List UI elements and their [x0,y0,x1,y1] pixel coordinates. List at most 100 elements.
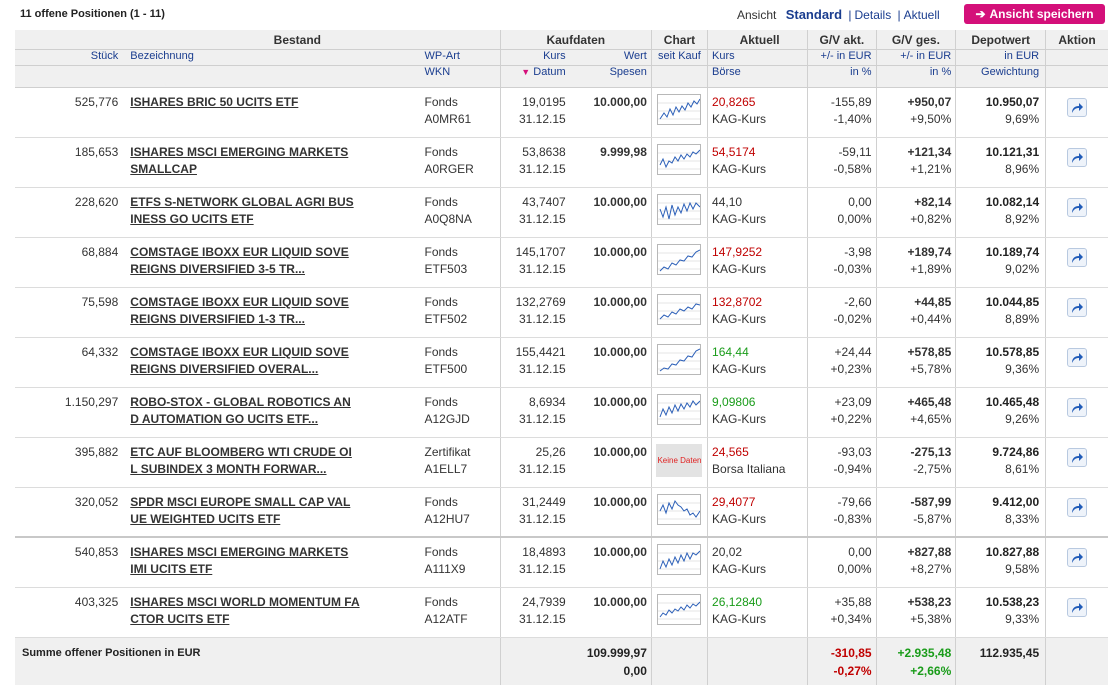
sparkline-chart[interactable] [657,493,702,525]
col-stueck[interactable]: Stück [15,49,125,66]
save-view-button[interactable]: ➔ Ansicht speichern [964,4,1105,24]
position-name-line2: UE WEIGHTED UCITS ETF [130,511,281,526]
cell-gv-ges: +950,07 +9,50% [875,87,956,138]
cell-gvg-pct: +1,21% [910,161,952,176]
position-name-link[interactable]: ISHARES BRIC 50 UCITS ETF [130,94,360,111]
share-action-button[interactable] [1067,597,1088,617]
col-gv-akt-pct[interactable]: in % [807,65,877,88]
cell-kurs: 8,6934 [528,394,566,409]
col-kurs[interactable]: Kurs [499,49,572,66]
cell-wkn: A12GJD [424,411,470,426]
sparkline-chart[interactable] [657,93,702,125]
sparkline-svg [658,98,701,119]
share-action-button[interactable] [1067,548,1088,567]
cell-chart [650,87,708,138]
position-name-link[interactable]: ROBO-STOX - GLOBAL ROBOTICS AN D AUTOMATI… [130,394,360,428]
cell-wert-value: 10.000,00 [593,444,647,459]
col-wp-art[interactable]: WP-Art [420,49,501,66]
position-name-link[interactable]: COMSTAGE IBOXX EUR LIQUID SOVE REIGNS DIV… [130,344,360,378]
sparkline-chart[interactable] [657,243,702,275]
cell-stueck: 1.150,297 [15,387,125,438]
view-aktuell-link[interactable]: Aktuell [903,8,940,22]
cell-gva-eur: +23,09 [834,394,872,409]
cell-gva-pct: -0,03% [833,261,872,276]
col-aktion: Aktion [1045,30,1108,50]
position-name-link[interactable]: ISHARES MSCI EMERGING MARKETS SMALLCAP [130,144,360,178]
cell-gvg-pct: +5,38% [910,611,952,626]
view-details-link[interactable]: Details [854,8,892,22]
position-name-link[interactable]: COMSTAGE IBOXX EUR LIQUID SOVE REIGNS DIV… [130,244,360,278]
sparkline-chart[interactable] [657,343,702,375]
chart-no-data[interactable]: Keine Daten [656,443,703,477]
position-name-link[interactable]: SPDR MSCI EUROPE SMALL CAP VAL UE WEIGHTE… [130,494,360,528]
position-name-link[interactable]: COMSTAGE IBOXX EUR LIQUID SOVE REIGNS DIV… [130,294,360,328]
share-action-button[interactable] [1067,497,1088,517]
position-name-link[interactable]: ISHARES MSCI WORLD MOMENTUM FA CTOR UCITS… [130,594,360,628]
col-datum-label: Datum [533,65,566,78]
cell-kaufkurs: 18,4893 31.12.15 [499,537,572,588]
cell-wert-value: 10.000,00 [593,344,647,359]
cell-kurs: 31,2449 [522,494,566,509]
share-arrow-icon [1072,402,1084,413]
cell-gv-ges: +44,85 +0,44% [875,287,956,338]
share-arrow-icon [1072,102,1084,113]
cell-chart [650,587,708,638]
position-name-link[interactable]: ETFS S-NETWORK GLOBAL AGRI BUS INESS GO U… [130,194,360,228]
col-depotwert: Depotwert [955,30,1046,50]
cell-gewicht: 9,26% [1005,411,1040,426]
cell-gv-akt: -3,98 -0,03% [807,237,877,288]
cell-akt-kurs: 147,9252 [712,244,763,259]
share-action-button[interactable] [1067,147,1088,167]
cell-depotwert: 10.044,85 8,89% [955,287,1046,338]
col-boerse[interactable]: Börse [707,65,808,88]
col-wert[interactable]: Wert [571,49,652,66]
cell-datum: 31.12.15 [518,161,566,176]
position-name-link[interactable]: ETC AUF BLOOMBERG WTI CRUDE OI L SUBINDEX… [130,444,360,478]
col-datum[interactable]: ▼ Datum [499,65,572,88]
view-standard-link[interactable]: Standard [785,7,843,22]
cell-chart [650,287,708,338]
share-action-button[interactable] [1067,297,1088,317]
sparkline-chart[interactable] [657,293,702,325]
cell-depot: 10.538,23 [985,594,1040,609]
share-action-button[interactable] [1067,397,1088,417]
cell-gvg-pct: -5,87% [913,511,952,526]
sparkline-svg [658,249,701,271]
share-action-button[interactable] [1067,197,1088,217]
sparkline-chart[interactable] [657,193,702,225]
col-akt-kurs[interactable]: Kurs [707,49,808,66]
cell-bezeichnung: COMSTAGE IBOXX EUR LIQUID SOVE REIGNS DIV… [124,337,421,388]
col-wkn[interactable]: WKN [420,65,501,88]
table-row: 68,884 COMSTAGE IBOXX EUR LIQUID SOVE REIG… [15,237,1108,288]
col-gv-ges-pct[interactable]: in % [875,65,956,88]
share-action-button[interactable] [1067,347,1088,367]
share-action-button[interactable] [1067,447,1088,467]
cell-bezeichnung: SPDR MSCI EUROPE SMALL CAP VAL UE WEIGHTE… [124,487,421,538]
cell-gewicht: 8,33% [1005,511,1040,526]
sparkline-chart[interactable] [657,143,702,175]
col-depot-eur[interactable]: in EUR [955,49,1046,66]
share-action-button[interactable] [1067,247,1088,267]
col-gv-akt-eur[interactable]: +/- in EUR [807,49,877,66]
col-gv-ges-eur[interactable]: +/- in EUR [875,49,956,66]
col-bezeichnung[interactable]: Bezeichnung [124,49,421,66]
cell-art: Fonds [424,194,458,209]
cell-depotwert: 9.724,86 8,61% [955,437,1046,488]
cell-bezeichnung: ETFS S-NETWORK GLOBAL AGRI BUS INESS GO U… [124,187,421,238]
position-name-line2: IMI UCITS ETF [130,562,213,576]
col-aktuell: Aktuell [707,30,808,50]
sparkline-line [660,499,701,518]
share-action-button[interactable] [1067,97,1088,117]
cell-wkn: A0MR61 [424,111,472,126]
sparkline-chart[interactable] [657,544,702,575]
sparkline-chart[interactable] [657,593,702,625]
sparkline-chart[interactable] [657,393,702,425]
cell-aktuell: 44,10 KAG-Kurs [707,187,808,238]
cell-gewicht: 9,02% [1005,261,1040,276]
col-seit-kauf: seit Kauf [650,49,708,66]
col-spesen[interactable]: Spesen [571,65,652,88]
cell-gv-akt: -155,89 -1,40% [807,87,877,138]
position-name-link[interactable]: ISHARES MSCI EMERGING MARKETS IMI UCITS E… [130,544,360,578]
col-gewichtung[interactable]: Gewichtung [955,65,1046,88]
position-name-line2: REIGNS DIVERSIFIED OVERAL... [130,361,319,376]
